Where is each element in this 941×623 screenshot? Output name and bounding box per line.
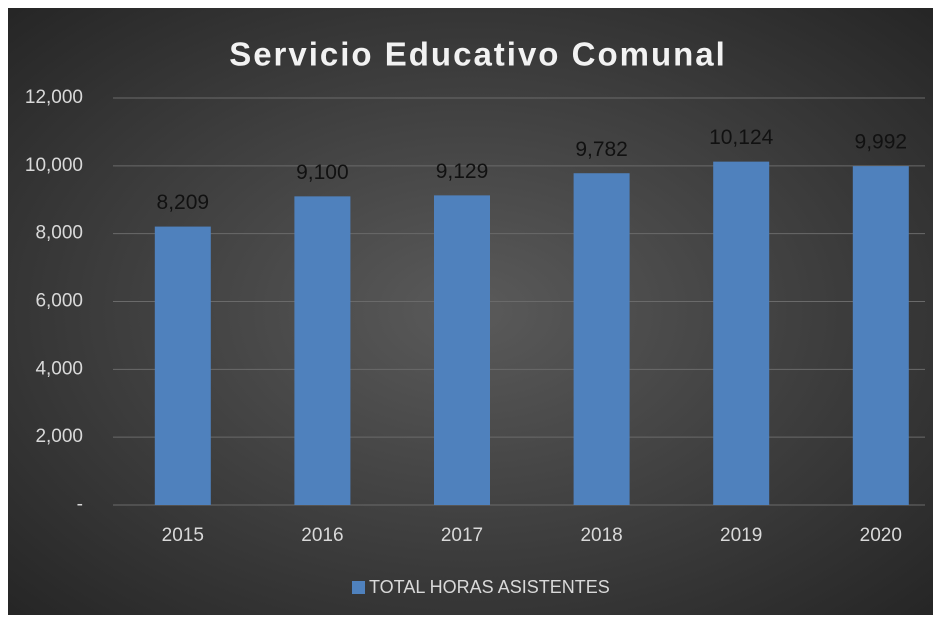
x-tick-label: 2020 — [860, 525, 902, 546]
y-tick-label: 8,000 — [35, 223, 83, 244]
y-tick-label: - — [77, 494, 83, 515]
chart-title: Servicio Educativo Comunal — [229, 36, 727, 73]
data-label: 9,100 — [296, 161, 349, 184]
x-tick-label: 2015 — [162, 525, 204, 546]
bar — [434, 195, 490, 505]
bar — [154, 226, 211, 506]
data-label: 10,124 — [709, 126, 774, 149]
y-tick-label: 6,000 — [35, 291, 83, 312]
x-tick-label: 2016 — [301, 525, 343, 546]
data-label: 9,992 — [855, 131, 908, 154]
x-tick-label: 2018 — [580, 525, 622, 546]
data-label: 8,209 — [157, 191, 210, 214]
x-tick-label: 2019 — [720, 525, 762, 546]
bar — [573, 173, 630, 505]
data-label: 9,782 — [575, 138, 628, 161]
legend-swatch — [352, 581, 365, 594]
bar — [852, 166, 909, 505]
bar — [294, 196, 351, 505]
legend-label: TOTAL HORAS ASISTENTES — [369, 577, 610, 597]
y-tick-label: 10,000 — [25, 155, 83, 176]
x-tick-label: 2017 — [441, 525, 483, 546]
y-tick-label: 12,000 — [25, 87, 83, 108]
data-label: 9,129 — [436, 160, 489, 183]
bar — [713, 161, 770, 505]
y-tick-label: 4,000 — [35, 358, 83, 379]
y-tick-label: 2,000 — [35, 426, 83, 447]
